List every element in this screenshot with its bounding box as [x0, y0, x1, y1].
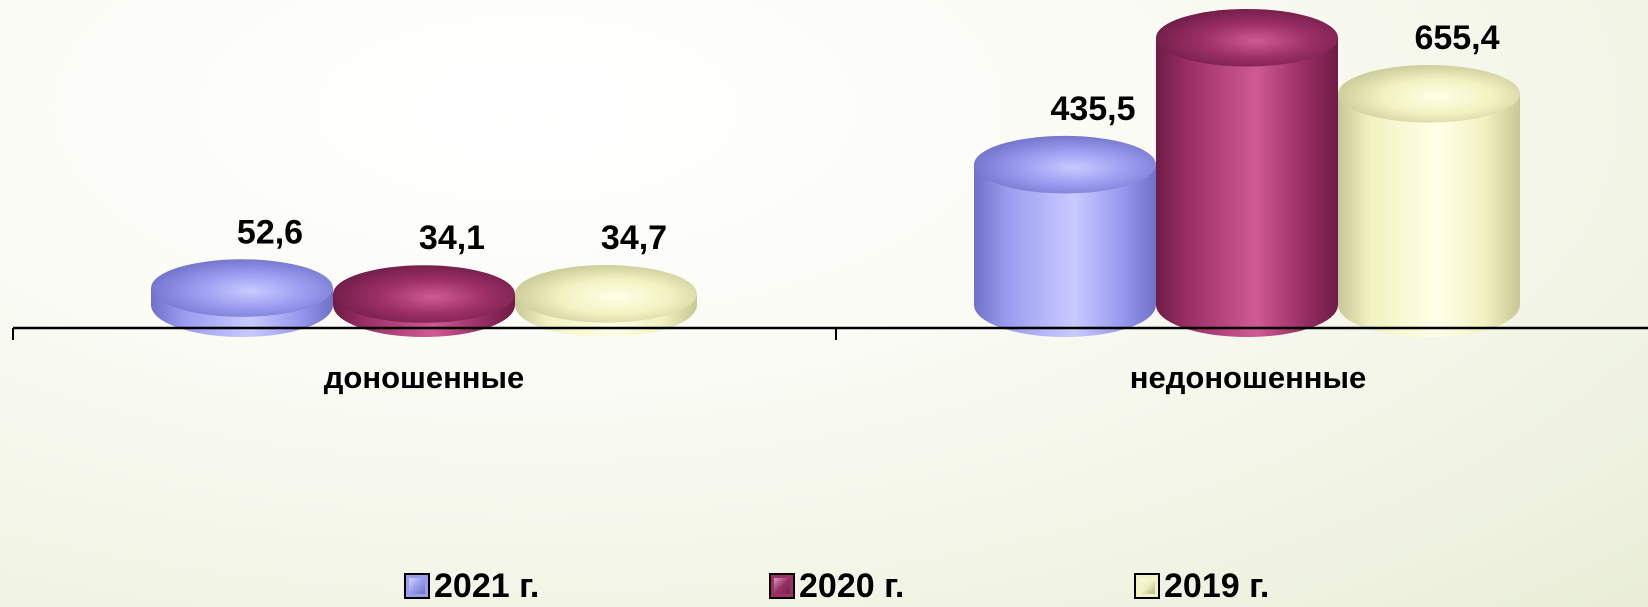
- bar-top: [974, 135, 1156, 194]
- bars-layer: [151, 8, 1520, 337]
- category-labels: доношенные недоношенные: [324, 360, 1367, 395]
- legend-swatch-0: [404, 573, 430, 599]
- bar-body: [1338, 93, 1520, 337]
- bar-1-1: [1156, 8, 1338, 337]
- legend-item-2: 2019 г.: [1134, 566, 1269, 606]
- bar-top: [515, 265, 697, 323]
- legend-item-0: 2021 г.: [404, 566, 539, 606]
- bar-top: [333, 265, 515, 323]
- legend: 2021 г. 2020 г. 2019 г.: [0, 566, 1648, 606]
- legend-swatch-1: [769, 573, 795, 599]
- bar-1-0: [974, 135, 1156, 337]
- chart-svg: доношенные недоношенные 52,6 34,1 34,7 435,5…: [12, 0, 1648, 395]
- bar-0-0: [151, 259, 333, 337]
- bar-top: [1156, 8, 1338, 67]
- value-label-1-0: 435,5: [1050, 90, 1135, 128]
- bar-0-1: [333, 265, 515, 337]
- legend-label-1: 2020 г.: [799, 567, 905, 605]
- category-label-0: доношенные: [324, 360, 525, 395]
- bar-top: [151, 259, 333, 317]
- legend-swatch-2: [1134, 573, 1160, 599]
- category-label-1: недоношенные: [1130, 360, 1366, 395]
- value-labels: 52,6 34,1 34,7 435,5 829,3 655,4: [237, 0, 1500, 257]
- value-label-0-0: 52,6: [237, 213, 303, 251]
- value-label-1-2: 655,4: [1414, 19, 1499, 57]
- bar-body: [1156, 37, 1338, 337]
- bar-0-2: [515, 265, 697, 337]
- value-label-1-1: 829,3: [1232, 0, 1317, 1]
- bar-body: [974, 164, 1156, 337]
- bar-top: [1338, 65, 1520, 123]
- legend-label-2: 2019 г.: [1164, 567, 1270, 605]
- value-label-0-2: 34,7: [601, 219, 667, 257]
- bar-1-2: [1338, 65, 1520, 337]
- value-label-0-1: 34,1: [419, 219, 485, 257]
- legend-item-1: 2020 г.: [769, 566, 904, 606]
- legend-label-0: 2021 г.: [434, 567, 540, 605]
